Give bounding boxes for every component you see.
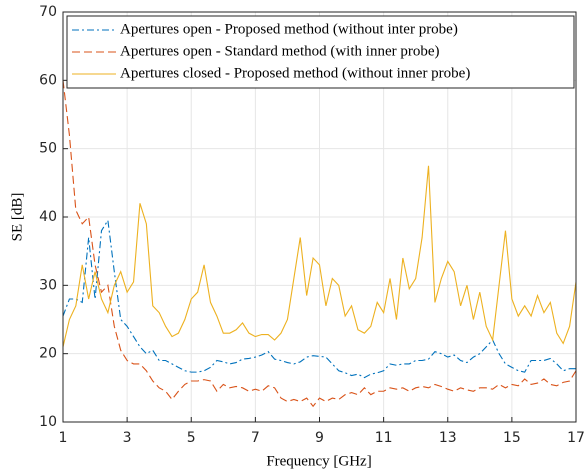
x-tick-label: 17 (567, 430, 585, 446)
series-line (63, 80, 576, 408)
x-tick-label: 1 (59, 430, 68, 446)
y-axis-label: SE [dB] (9, 193, 25, 242)
x-tick-label: 9 (315, 430, 324, 446)
x-tick-label: 13 (439, 430, 457, 446)
x-tick-label: 11 (375, 430, 393, 446)
y-tick-label: 30 (39, 277, 57, 293)
legend-box (66, 15, 575, 89)
y-tick-label: 60 (39, 72, 57, 88)
y-tick-label: 70 (39, 4, 57, 20)
y-tick-label: 20 (39, 346, 57, 362)
y-tick-label: 10 (39, 414, 57, 430)
y-tick-label: 40 (39, 209, 57, 225)
legend-label: Apertures closed - Proposed method (with… (120, 65, 470, 81)
y-tick-label: 50 (39, 141, 57, 157)
plot-frame (62, 11, 577, 423)
legend-label: Apertures open - Standard method (with i… (120, 43, 440, 59)
x-tick-label: 15 (503, 430, 521, 446)
x-tick-label: 5 (187, 430, 196, 446)
series-line (63, 165, 576, 347)
x-axis-label: Frequency [GHz] (266, 453, 371, 469)
x-tick-label: 7 (251, 430, 260, 446)
legend-label: Apertures open - Proposed method (withou… (120, 21, 458, 37)
x-tick-label: 3 (123, 430, 132, 446)
